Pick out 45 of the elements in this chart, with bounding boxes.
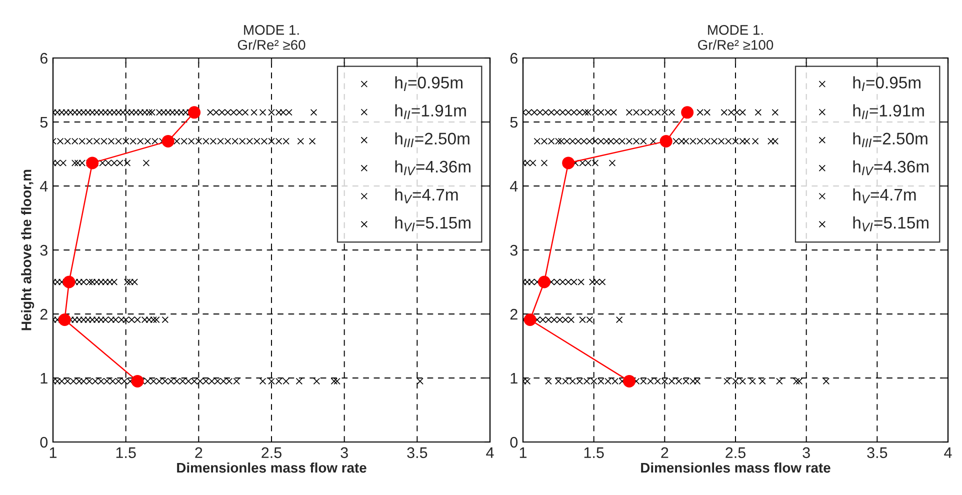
x-tick-label: 3.5 xyxy=(407,447,428,458)
legend-label: h$_{VI}$=5.15m xyxy=(395,216,470,232)
legend-label: h$_{II}$=1.91m xyxy=(395,104,466,120)
x-tick-label: 3.5 xyxy=(867,447,888,458)
y-tick-label: 2 xyxy=(510,308,518,320)
x-tick-label: 1 xyxy=(520,447,527,458)
legend-label: h$_{VI}$=5.15m xyxy=(853,216,928,232)
y-tick-label: 2 xyxy=(40,308,48,320)
x-tick-label: 4 xyxy=(486,447,494,458)
legend-label: h$_{III}$=2.50m xyxy=(853,132,928,148)
chart-title: MODE 1. Gr/Re² ≥100 xyxy=(698,25,774,50)
y-tick-label: 6 xyxy=(40,52,48,64)
y-tick-label: 3 xyxy=(40,244,48,256)
x-tick-label: 3 xyxy=(340,447,348,458)
x-tick-label: 2.5 xyxy=(262,447,282,458)
legend-label: h$_{V}$=4.7m xyxy=(853,188,916,204)
x-axis-title: Dimensionles mass flow rate xyxy=(641,462,830,473)
y-tick-label: 0 xyxy=(510,436,518,448)
y-tick-label: 6 xyxy=(510,52,518,64)
y-tick-label: 4 xyxy=(40,181,48,192)
legend-label: h$_{I}$=0.95m xyxy=(395,76,462,92)
chart-title: MODE 1. Gr/Re² ≥60 xyxy=(238,25,306,50)
y-tick-label: 0 xyxy=(40,436,48,448)
y-tick-label: 1 xyxy=(40,373,48,384)
y-tick-label: 5 xyxy=(40,117,48,128)
legend-label: h$_{II}$=1.91m xyxy=(853,104,924,120)
legend-label: h$_{III}$=2.50m xyxy=(395,132,470,148)
y-axis-title: Height above the floor,m xyxy=(21,170,34,330)
x-tick-label: 2 xyxy=(195,447,202,458)
legend-label: h$_{I}$=0.95m xyxy=(853,76,920,92)
x-tick-label: 1.5 xyxy=(584,447,604,458)
legend-label: h$_{IV}$=4.36m xyxy=(395,160,470,176)
y-tick-label: 3 xyxy=(510,244,518,256)
y-tick-label: 5 xyxy=(510,117,518,128)
x-tick-label: 4 xyxy=(944,447,952,458)
legend-label: h$_{IV}$=4.36m xyxy=(853,160,928,176)
x-axis-title: Dimensionles mass flow rate xyxy=(177,462,366,473)
y-tick-label: 1 xyxy=(510,373,518,384)
legend-label: h$_{V}$=4.7m xyxy=(395,188,458,204)
x-tick-label: 1 xyxy=(50,447,57,458)
x-tick-label: 2 xyxy=(661,447,668,458)
y-tick-label: 4 xyxy=(510,181,518,192)
x-tick-label: 2.5 xyxy=(726,447,746,458)
x-tick-label: 3 xyxy=(802,447,810,458)
x-tick-label: 1.5 xyxy=(116,447,136,458)
